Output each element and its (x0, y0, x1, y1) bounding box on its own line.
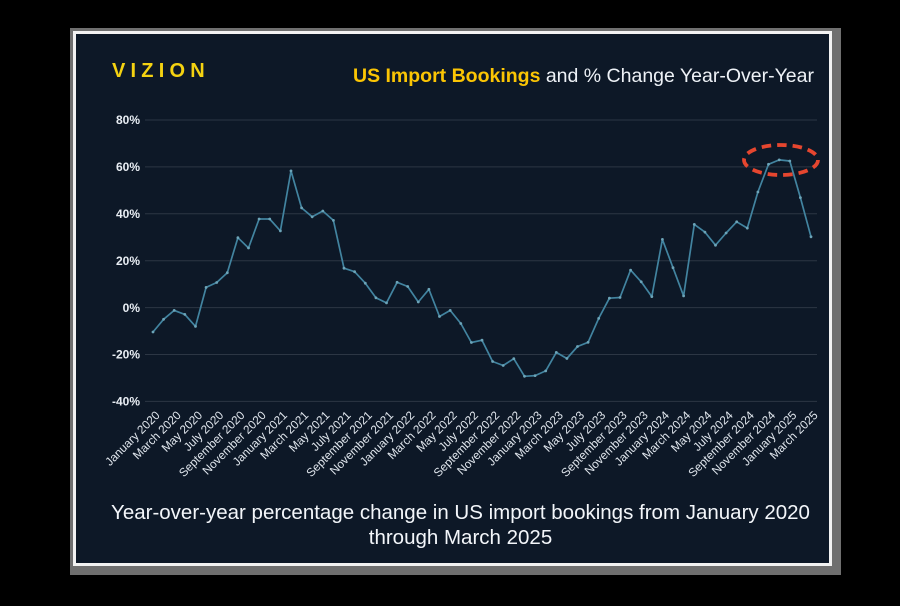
svg-text:0%: 0% (123, 301, 141, 315)
svg-text:20%: 20% (116, 254, 140, 268)
svg-text:80%: 80% (116, 113, 140, 127)
svg-text:60%: 60% (116, 160, 140, 174)
svg-text:-40%: -40% (112, 395, 140, 409)
svg-text:40%: 40% (116, 207, 140, 221)
svg-text:-20%: -20% (112, 348, 140, 362)
